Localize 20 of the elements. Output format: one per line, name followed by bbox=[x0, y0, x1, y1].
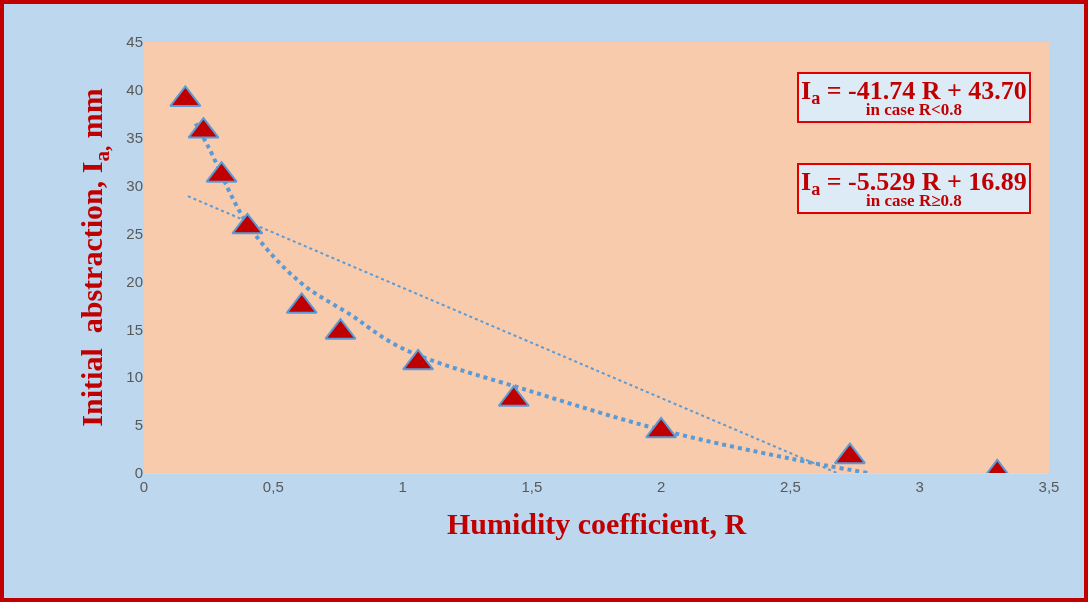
y-tick-label: 35 bbox=[126, 129, 143, 147]
y-tick-label: 20 bbox=[126, 272, 143, 290]
x-tick-label: 0,5 bbox=[262, 478, 284, 495]
y-tick-label: 40 bbox=[126, 81, 143, 99]
y-tick-label: 15 bbox=[126, 320, 143, 338]
y-tick-label: 25 bbox=[126, 224, 143, 242]
x-tick-label: 2 bbox=[656, 478, 666, 495]
y-tick-label: 45 bbox=[126, 33, 143, 51]
y-tick-label: 10 bbox=[126, 368, 143, 386]
x-tick-label: 3,5 bbox=[1038, 478, 1060, 495]
y-tick-label: 30 bbox=[126, 176, 143, 194]
y-tick-label: 5 bbox=[134, 416, 143, 434]
x-axis-title: Humidity coefficient, R bbox=[446, 506, 747, 540]
x-tick-label: 2,5 bbox=[780, 478, 801, 495]
x-tick-label: 1,5 bbox=[521, 478, 543, 495]
x-tick-label: 1 bbox=[398, 478, 407, 495]
annotation: in case R≥0.8 bbox=[866, 190, 962, 210]
x-tick-label: 3 bbox=[915, 478, 924, 495]
annotation: in case R<0.8 bbox=[865, 99, 962, 119]
y-tick-label: 0 bbox=[134, 464, 143, 482]
